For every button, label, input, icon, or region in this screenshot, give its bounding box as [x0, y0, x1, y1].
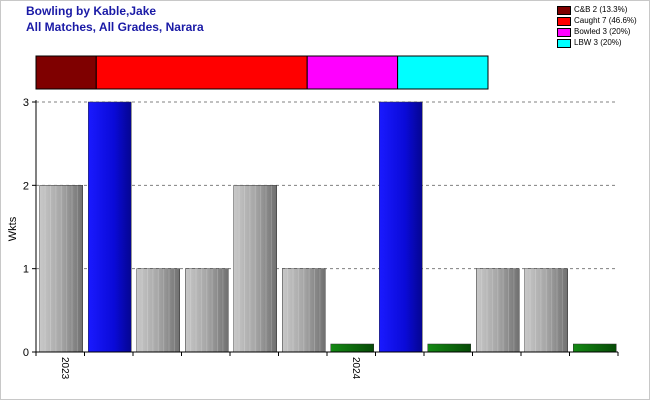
dismissal-segment-cb — [35, 55, 97, 90]
legend-item-bowled: Bowled 3 (20%) — [557, 27, 647, 38]
legend-label-caught: Caught 7 (46.6%) — [574, 16, 637, 25]
legend-item-cb: C&B 2 (13.3%) — [557, 5, 647, 16]
bar-3 — [185, 268, 229, 353]
x-tick-label: 2023 — [59, 357, 70, 380]
bar-10 — [524, 268, 568, 353]
bar-5 — [282, 268, 326, 353]
bar-11 — [573, 343, 617, 353]
y-tick-label: 3 — [23, 97, 29, 109]
bar-9 — [476, 268, 520, 353]
axes — [35, 100, 619, 356]
dismissal-segment-lbw — [397, 55, 489, 90]
x-tick-labels: 2023 2024 — [59, 357, 361, 380]
bar-1 — [88, 101, 132, 353]
x-tick-label: 2024 — [350, 357, 361, 380]
y-tick-labels: 0 1 2 3 — [23, 97, 36, 359]
bar-8 — [427, 343, 471, 353]
bar-6 — [330, 343, 374, 353]
grid-lines — [36, 101, 618, 270]
y-tick-label: 0 — [23, 347, 29, 359]
y-tick-label: 2 — [23, 180, 29, 192]
bar-0 — [39, 185, 83, 353]
legend-swatch-lbw — [557, 39, 571, 48]
legend-label-bowled: Bowled 3 (20%) — [574, 27, 631, 36]
dismissal-segment-bowled — [306, 55, 399, 90]
chart-title: Bowling by Kable,Jake — [26, 4, 157, 18]
y-axis-label: Wkts — [7, 216, 19, 241]
bar-7 — [379, 101, 423, 353]
y-tick-label: 1 — [23, 264, 29, 276]
legend-label-lbw: LBW 3 (20%) — [574, 38, 622, 47]
legend-item-lbw: LBW 3 (20%) — [557, 38, 647, 49]
bar-4 — [233, 185, 277, 353]
legend-label-cb: C&B 2 (13.3%) — [574, 5, 628, 14]
legend-swatch-caught — [557, 17, 571, 26]
legend: C&B 2 (13.3%) Caught 7 (46.6%) Bowled 3 … — [557, 5, 647, 49]
chart-subtitle: All Matches, All Grades, Narara — [26, 20, 204, 34]
legend-swatch-bowled — [557, 28, 571, 37]
legend-swatch-cb — [557, 6, 571, 15]
legend-item-caught: Caught 7 (46.6%) — [557, 16, 647, 27]
dismissal-breakdown-bar — [35, 55, 489, 90]
bars — [39, 101, 617, 353]
dismissal-segment-caught — [95, 55, 308, 90]
